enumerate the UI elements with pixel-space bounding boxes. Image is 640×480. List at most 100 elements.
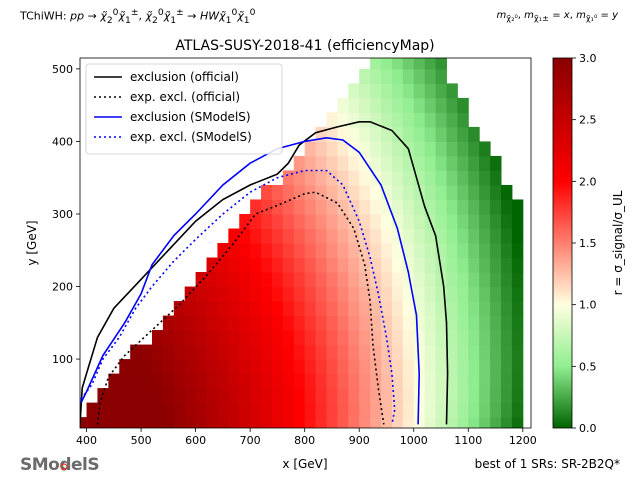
heatmap-cell (184, 301, 197, 317)
heatmap-cell (282, 199, 295, 215)
heatmap-cell (391, 184, 404, 200)
heatmap-cell (250, 228, 262, 244)
heatmap-cell (206, 344, 218, 360)
heatmap-cell (501, 417, 513, 428)
heatmap-cell (348, 301, 360, 317)
heatmap-cell (326, 301, 338, 317)
heatmap-cell (359, 68, 371, 84)
heatmap-cell (424, 257, 437, 273)
heatmap-cell (468, 417, 480, 428)
heatmap-cell (424, 344, 437, 360)
heatmap-cell (511, 330, 524, 346)
heatmap-cell (293, 359, 306, 375)
heatmap-cell (239, 359, 251, 375)
best-sr-label: best of 1 SRs: SR-2B2Q* (475, 457, 620, 471)
heatmap-cell (184, 359, 197, 375)
heatmap-cell (141, 388, 153, 404)
heatmap-cell (391, 257, 404, 273)
heatmap-cell (337, 155, 349, 171)
heatmap-cell (402, 272, 415, 288)
heatmap-cell (501, 272, 513, 288)
smodels-logo: SModelS (20, 455, 100, 475)
heatmap-cell (315, 359, 327, 375)
heatmap-cell (326, 344, 338, 360)
heatmap-cell (479, 199, 491, 215)
x-tick-label: 1100 (454, 434, 482, 447)
heatmap-cell (304, 243, 317, 259)
heatmap-cell (326, 112, 338, 128)
heatmap-cell (370, 330, 382, 346)
heatmap-cell (315, 373, 327, 389)
heatmap-cell (391, 97, 404, 113)
heatmap-cell (402, 315, 415, 331)
heatmap-cell (293, 301, 306, 317)
heatmap-cell (435, 112, 447, 128)
heatmap-cell (424, 155, 437, 171)
heatmap-cell (413, 257, 426, 273)
heatmap-cell (315, 286, 327, 302)
heatmap-cell (326, 126, 338, 142)
heatmap-cell (271, 243, 284, 259)
heatmap-cell (250, 199, 262, 215)
heatmap-cell (468, 126, 480, 142)
heatmap-cell (424, 243, 437, 259)
heatmap-cell (337, 112, 349, 128)
mass-header: mχ̃₂⁰, mχ̃₁± = x, mχ̃₁⁰ = y (497, 10, 618, 23)
heatmap-cell (381, 301, 393, 317)
heatmap-cell (402, 58, 415, 70)
heatmap-cell (490, 199, 502, 215)
heatmap-cell (391, 83, 404, 99)
heatmap-cell (446, 199, 458, 215)
heatmap-cell (446, 388, 458, 404)
heatmap-cell (435, 373, 447, 389)
heatmap-cell (391, 373, 404, 389)
heatmap-cell (261, 243, 273, 259)
heatmap-cell (501, 228, 513, 244)
heatmap-cell (184, 286, 197, 302)
heatmap-cell (337, 286, 349, 302)
heatmap-cell (271, 359, 284, 375)
heatmap-cell (370, 126, 382, 142)
colorbar-tick-label: 0.0 (579, 422, 597, 435)
heatmap-cell (370, 199, 382, 215)
heatmap-cell (424, 388, 437, 404)
heatmap-cell (173, 417, 186, 428)
heatmap-cell (446, 184, 458, 200)
heatmap-cell (402, 286, 415, 302)
heatmap-cell (446, 402, 458, 418)
heatmap-cell (326, 184, 338, 200)
heatmap-cell (293, 286, 306, 302)
heatmap-cell (304, 417, 317, 428)
heatmap-cell (326, 170, 338, 186)
heatmap-cell (359, 315, 371, 331)
heatmap-cell (402, 344, 415, 360)
heatmap-cell (391, 58, 404, 70)
heatmap-cell (370, 141, 382, 157)
heatmap-cell (119, 402, 131, 418)
heatmap-cell (130, 417, 142, 428)
logo-mark (60, 463, 68, 471)
heatmap-cell (435, 330, 447, 346)
heatmap-cell (402, 112, 415, 128)
heatmap-cell (195, 402, 208, 418)
heatmap-cell (435, 301, 447, 317)
heatmap-cell (293, 315, 306, 331)
heatmap-cell (501, 257, 513, 273)
heatmap-cell (424, 228, 437, 244)
heatmap-cell (370, 155, 382, 171)
heatmap-cell (282, 257, 295, 273)
heatmap-cell (293, 170, 306, 186)
heatmap-cell (315, 301, 327, 317)
heatmap-cell (359, 243, 371, 259)
heatmap-cell (130, 402, 142, 418)
heatmap-cell (271, 228, 284, 244)
heatmap-cell (457, 112, 469, 128)
heatmap-cell (239, 213, 251, 229)
heatmap-cell (282, 402, 295, 418)
heatmap-cell (282, 286, 295, 302)
heatmap-cell (381, 126, 393, 142)
heatmap-cell (413, 155, 426, 171)
x-tick-label: 500 (131, 434, 152, 447)
heatmap-cell (315, 330, 327, 346)
heatmap-cell (184, 373, 197, 389)
